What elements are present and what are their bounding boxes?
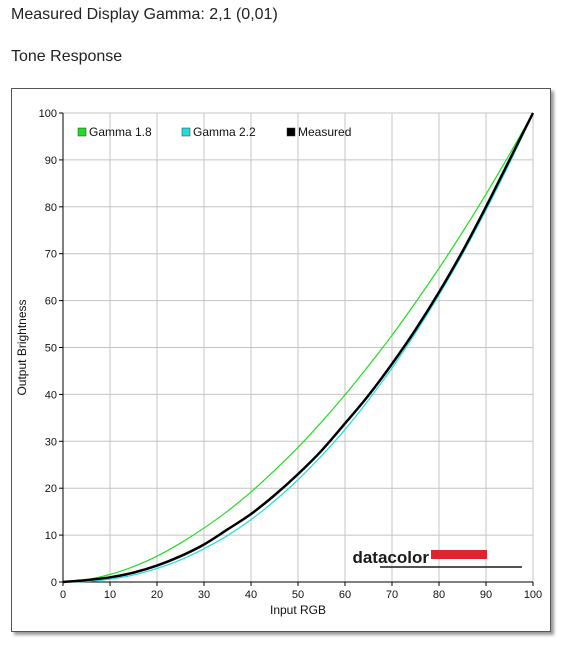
y-tick-label: 90 (45, 155, 57, 167)
x-tick-label: 20 (151, 589, 163, 601)
datacolor-logo: datacolor (352, 548, 429, 567)
legend-label-gamma-1-8: Gamma 1.8 (89, 125, 152, 139)
y-tick-label: 50 (45, 343, 57, 355)
x-tick-label: 100 (524, 589, 542, 601)
y-tick-label: 100 (39, 108, 57, 120)
y-tick-label: 0 (51, 577, 57, 589)
series-line-measured (62, 112, 535, 584)
y-tick-label: 80 (45, 202, 57, 214)
x-tick-label: 50 (292, 589, 304, 601)
y-tick-label: 20 (45, 483, 57, 495)
x-tick-label: 10 (104, 589, 116, 601)
y-axis-title: Output Brightness (15, 299, 29, 395)
tone-response-heading: Tone Response (11, 48, 123, 65)
series-line-gamma-2-2 (62, 112, 534, 583)
legend-swatch-gamma-2-2 (181, 127, 191, 137)
legend-swatch-gamma-1-8 (77, 127, 87, 137)
legend-swatch-measured (286, 127, 296, 137)
x-tick-label: 80 (433, 589, 445, 601)
x-tick-label: 90 (480, 589, 492, 601)
legend-label-gamma-2-2: Gamma 2.2 (193, 125, 256, 139)
measured-gamma-heading: Measured Display Gamma: 2,1 (0,01) (11, 6, 278, 23)
x-tick-label: 40 (245, 589, 257, 601)
tone-response-chart: 0 10 20 30 40 50 60 70 80 90 100 0 10 20 30 40 50 60 70 80 9… (15, 108, 542, 617)
y-tick-label: 30 (45, 436, 57, 448)
x-tick-label: 60 (339, 589, 351, 601)
y-tick-label: 60 (45, 296, 57, 308)
y-tick-label: 70 (45, 249, 57, 261)
x-tick-label: 70 (386, 589, 398, 601)
datacolor-logo-bar (431, 550, 487, 559)
series-line-gamma-1-8 (62, 112, 534, 583)
chart-frame: 0 10 20 30 40 50 60 70 80 90 100 0 10 20 30 40 50 60 70 80 9… (11, 88, 551, 632)
x-tick-label: 0 (60, 589, 66, 601)
x-axis-title: Input RGB (270, 603, 326, 617)
legend-label-measured: Measured (298, 125, 351, 139)
x-tick-label: 30 (198, 589, 210, 601)
y-tick-label: 10 (45, 530, 57, 542)
y-tick-label: 40 (45, 389, 57, 401)
